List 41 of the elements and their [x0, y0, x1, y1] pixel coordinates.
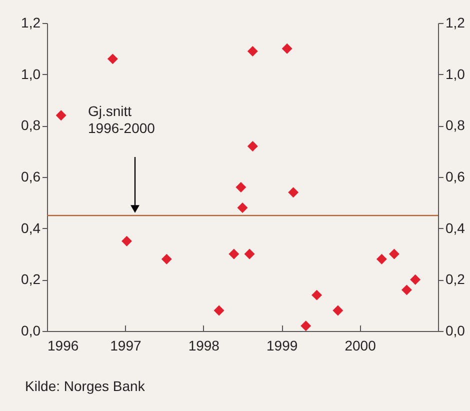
point	[332, 305, 344, 316]
point	[228, 248, 240, 260]
point	[376, 254, 387, 264]
y-tick-label: 1,0	[21, 66, 41, 82]
y2-tick-label: 1,0	[446, 66, 466, 82]
point	[247, 46, 258, 56]
point	[214, 305, 224, 316]
y2-tick-label: 0,6	[446, 168, 466, 184]
y-tick-label: 1,2	[21, 14, 41, 30]
point	[388, 248, 400, 260]
y2-tick-label: 1,2	[446, 14, 466, 30]
text: Kilde: Norges Bank	[25, 378, 146, 394]
y-tick-label: 0,4	[21, 220, 41, 236]
y-tick-label: 0,2	[21, 271, 41, 288]
point	[282, 43, 292, 54]
y-tick-label: 0,6	[21, 168, 41, 184]
point	[247, 140, 258, 152]
x-tick-label: 1998	[188, 338, 220, 354]
point	[107, 54, 118, 64]
y2-tick-label: 0,8	[446, 117, 466, 134]
x-tick-label: 1997	[110, 338, 142, 354]
y2-tick-label: 0,4	[446, 220, 466, 236]
point	[300, 320, 312, 332]
point	[236, 182, 246, 193]
y2-tick-label: 0,0	[446, 322, 466, 338]
x-tick-label: 1996	[48, 338, 79, 354]
point	[122, 236, 132, 246]
y-tick-label: 0,8	[21, 117, 41, 134]
point	[161, 254, 172, 264]
y2-tick-label: 0,2	[446, 271, 466, 288]
point	[237, 202, 248, 214]
point	[312, 290, 322, 300]
point	[410, 274, 421, 285]
point	[244, 248, 255, 260]
point	[56, 110, 66, 121]
point	[288, 187, 299, 198]
y-tick-label: 0,0	[21, 322, 41, 338]
x-tick-label: 2000	[344, 338, 376, 354]
point	[401, 284, 412, 296]
x-tick-label: 1999	[266, 338, 298, 354]
annotation: Gj.snitt 1996-2000	[88, 103, 156, 136]
